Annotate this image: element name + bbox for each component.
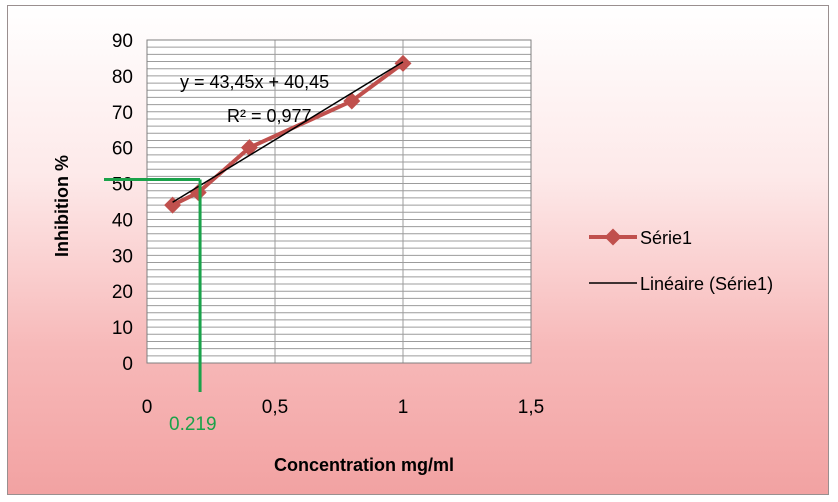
data-point (164, 196, 182, 214)
trendline-r2: R² = 0,977 (227, 106, 312, 126)
legend-series-marker (604, 228, 622, 246)
y-tick-labels: 0 10 20 30 40 50 60 70 80 90 (112, 31, 133, 375)
y-tick-label: 20 (112, 282, 133, 303)
legend-series-label: Série1 (640, 228, 692, 248)
y-tick-label: 10 (112, 318, 133, 339)
plot-background (147, 40, 531, 363)
y-tick-label: 80 (112, 67, 133, 88)
y-tick-label: 60 (112, 139, 133, 160)
x-tick-labels: 0 0,5 1 1,5 (142, 397, 545, 418)
annotation-label: 0.219 (169, 414, 217, 435)
x-tick-label: 1,5 (518, 397, 544, 418)
data-point (343, 92, 361, 110)
legend: Série1 Linéaire (Série1) (589, 228, 773, 294)
y-tick-label: 30 (112, 246, 133, 267)
data-point (189, 184, 207, 202)
y-tick-label: 0 (122, 354, 133, 375)
trendline-equation: y = 43,45x + 40,45 (180, 72, 329, 92)
y-tick-label: 40 (112, 210, 133, 231)
legend-trendline-label: Linéaire (Série1) (640, 274, 773, 294)
grid-lines (146, 39, 532, 364)
trendline (172, 61, 404, 203)
y-tick-label: 90 (112, 31, 133, 52)
y-tick-label: 50 (112, 175, 133, 196)
x-tick-label: 0 (142, 397, 153, 418)
data-point (240, 139, 258, 157)
plot-area (146, 39, 532, 364)
x-tick-label: 1 (398, 397, 409, 418)
y-tick-label: 70 (112, 103, 133, 124)
x-axis-title: Concentration mg/ml (274, 455, 454, 475)
y-axis-title: Inhibition % (52, 155, 72, 257)
x-tick-label: 0,5 (262, 397, 288, 418)
